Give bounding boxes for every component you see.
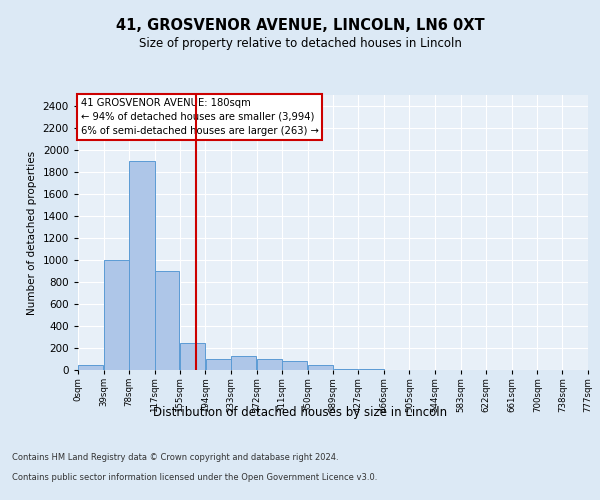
Text: 41 GROSVENOR AVENUE: 180sqm
← 94% of detached houses are smaller (3,994)
6% of s: 41 GROSVENOR AVENUE: 180sqm ← 94% of det… — [80, 98, 319, 136]
Text: Contains public sector information licensed under the Open Government Licence v3: Contains public sector information licen… — [12, 473, 377, 482]
Bar — [283, 361, 307, 370]
Bar — [231, 356, 256, 370]
Bar — [257, 359, 282, 370]
Bar — [130, 161, 155, 370]
Text: Distribution of detached houses by size in Lincoln: Distribution of detached houses by size … — [153, 406, 447, 419]
Bar — [78, 364, 103, 370]
Text: Contains HM Land Registry data © Crown copyright and database right 2024.: Contains HM Land Registry data © Crown c… — [12, 453, 338, 462]
Y-axis label: Number of detached properties: Number of detached properties — [27, 150, 37, 314]
Text: 41, GROSVENOR AVENUE, LINCOLN, LN6 0XT: 41, GROSVENOR AVENUE, LINCOLN, LN6 0XT — [116, 18, 484, 32]
Text: Size of property relative to detached houses in Lincoln: Size of property relative to detached ho… — [139, 38, 461, 51]
Bar — [308, 364, 333, 370]
Bar — [104, 260, 129, 370]
Bar — [180, 342, 205, 370]
Bar — [334, 369, 358, 370]
Bar — [155, 271, 179, 370]
Bar — [206, 359, 230, 370]
